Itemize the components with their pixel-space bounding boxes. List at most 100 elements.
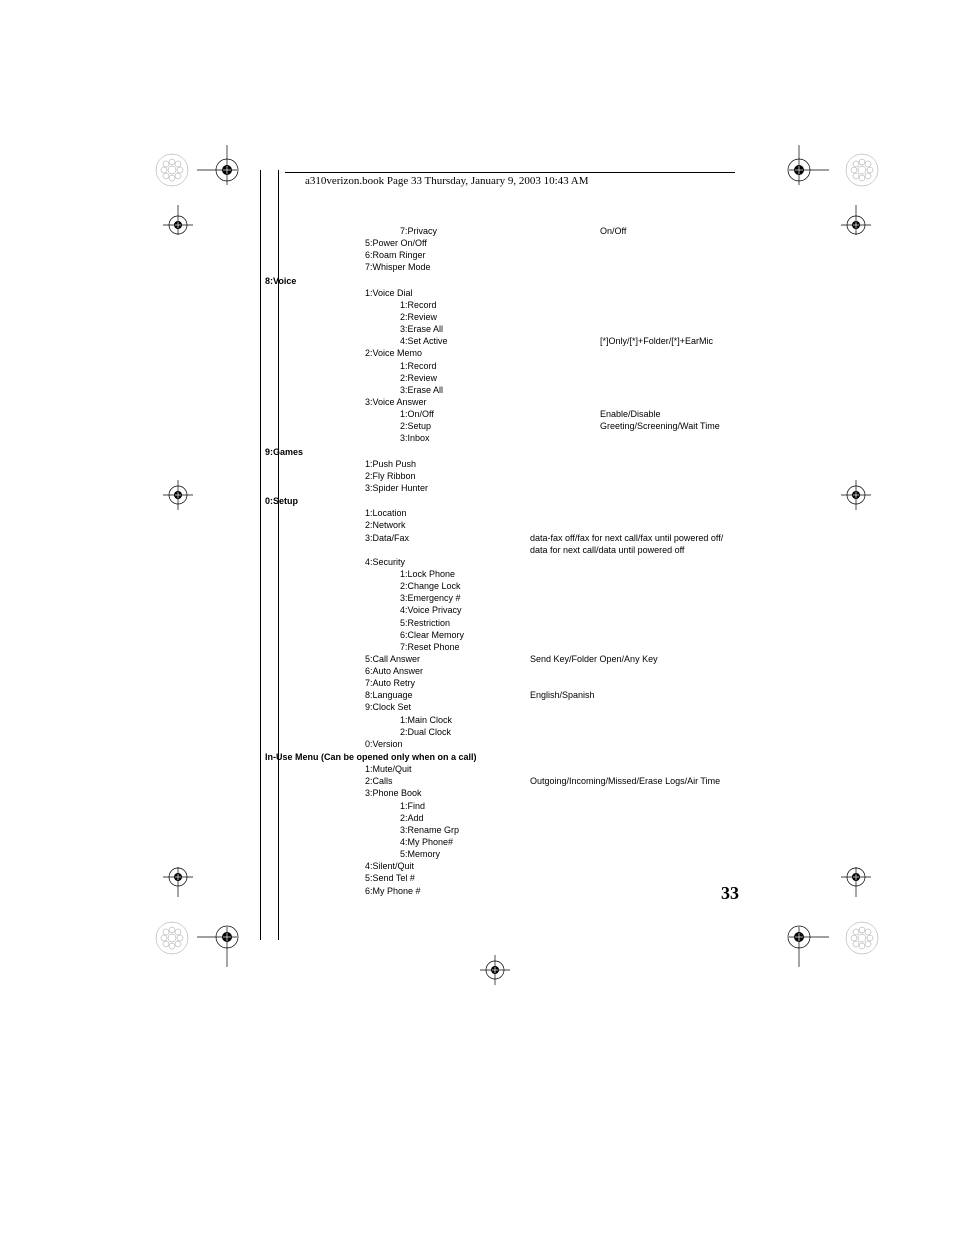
crop-mark-icon: [197, 145, 257, 205]
menu-item-label: 7:Auto Retry: [365, 677, 530, 689]
menu-item-desc-line2: data for next call/data until powered of…: [530, 544, 735, 556]
menu-item-label: 3:Erase All: [400, 384, 600, 396]
menu-item: 0:Version: [365, 738, 735, 750]
menu-item-label: 4:Set Active: [400, 335, 600, 347]
menu-item: 7:PrivacyOn/Off: [400, 225, 735, 237]
menu-item: 1:Location: [365, 507, 735, 519]
menu-item: 9:Clock Set: [365, 701, 735, 713]
menu-item: 2:Add: [400, 812, 735, 824]
menu-item-label: 5:Call Answer: [365, 653, 530, 665]
menu-item-label: 1:Location: [365, 507, 530, 519]
menu-item-label: 3:Inbox: [400, 432, 600, 444]
menu-item: 1:On/OffEnable/Disable: [400, 408, 735, 420]
menu-item: 4:Voice Privacy: [400, 604, 735, 616]
menu-item: 1:Find: [400, 800, 735, 812]
menu-item: 5:Send Tel #: [365, 872, 735, 884]
menu-item-label: 7:Whisper Mode: [365, 261, 530, 273]
crop-mark-icon: [197, 907, 257, 967]
menu-item: 2:Dual Clock: [400, 726, 735, 738]
menu-item-label: 1:Record: [400, 299, 600, 311]
menu-item-label: 1:Main Clock: [400, 714, 600, 726]
menu-item: 3:Emergency #: [400, 592, 735, 604]
menu-item: 4:My Phone#: [400, 836, 735, 848]
menu-item: 4:Security: [365, 556, 735, 568]
crop-mark-icon: [158, 205, 198, 245]
menu-item: 2:Change Lock: [400, 580, 735, 592]
menu-item-label: 2:Network: [365, 519, 530, 531]
page-number: 33: [721, 883, 739, 904]
menu-item: 5:Power On/Off: [365, 237, 735, 249]
menu-item-label: 6:Auto Answer: [365, 665, 530, 677]
crop-mark-icon: [836, 475, 876, 515]
menu-item-label: 5:Restriction: [400, 617, 600, 629]
menu-item: 7:Reset Phone: [400, 641, 735, 653]
menu-item: 5:Call AnswerSend Key/Folder Open/Any Ke…: [365, 653, 735, 665]
menu-item: 6:Clear Memory: [400, 629, 735, 641]
menu-item-label: 4:Silent/Quit: [365, 860, 530, 872]
menu-item-label: 1:Mute/Quit: [365, 763, 530, 775]
menu-item-label: 2:Calls: [365, 775, 530, 787]
menu-item-desc: Send Key/Folder Open/Any Key: [530, 653, 735, 665]
menu-item-label: 8:Language: [365, 689, 530, 701]
menu-item: 3:Voice Answer: [365, 396, 735, 408]
menu-item-label: 3:Voice Answer: [365, 396, 530, 408]
menu-item: 5:Restriction: [400, 617, 735, 629]
menu-item: 1:Record: [400, 299, 735, 311]
menu-item-label: 2:Fly Ribbon: [365, 470, 530, 482]
menu-item: 1:Mute/Quit: [365, 763, 735, 775]
menu-item: 3:Data/Faxdata-fax off/fax for next call…: [365, 532, 735, 544]
menu-item: 1:Lock Phone: [400, 568, 735, 580]
menu-item-label: 7:Privacy: [400, 225, 600, 237]
menu-item-label: 2:Dual Clock: [400, 726, 600, 738]
menu-item-label: 2:Review: [400, 372, 600, 384]
crop-mark-icon: [475, 950, 515, 990]
menu-item-label: 1:Record: [400, 360, 600, 372]
menu-item: 5:Memory: [400, 848, 735, 860]
menu-item: 3:Phone Book: [365, 787, 735, 799]
menu-item: 2:Review: [400, 372, 735, 384]
menu-item: 6:Roam Ringer: [365, 249, 735, 261]
menu-item-label: 6:Roam Ringer: [365, 249, 530, 261]
section-title: 8:Voice: [265, 275, 735, 287]
section-title: 0:Setup: [265, 495, 735, 507]
section-title: 9:Games: [265, 446, 735, 458]
menu-item: 2:Voice Memo: [365, 347, 735, 359]
menu-item-desc: Greeting/Screening/Wait Time: [600, 420, 735, 432]
menu-item-label: 3:Erase All: [400, 323, 600, 335]
menu-item: 2:SetupGreeting/Screening/Wait Time: [400, 420, 735, 432]
menu-item-label: 0:Version: [365, 738, 530, 750]
menu-item: 3:Rename Grp: [400, 824, 735, 836]
menu-item-label: 2:Review: [400, 311, 600, 323]
menu-item: 8:LanguageEnglish/Spanish: [365, 689, 735, 701]
menu-item: 1:Voice Dial: [365, 287, 735, 299]
menu-item-desc: [*]Only/[*]+Folder/[*]+EarMic: [600, 335, 735, 347]
crop-mark-icon: [836, 857, 876, 897]
menu-item-label: 6:Clear Memory: [400, 629, 600, 641]
menu-item-label: 6:My Phone #: [365, 885, 530, 897]
rosette-icon: [154, 920, 190, 956]
menu-item-label: 3:Rename Grp: [400, 824, 600, 836]
menu-item-label: 1:Lock Phone: [400, 568, 600, 580]
crop-mark-icon: [158, 857, 198, 897]
menu-item-label: 3:Emergency #: [400, 592, 600, 604]
menu-item: 2:Fly Ribbon: [365, 470, 735, 482]
menu-item-label: 2:Change Lock: [400, 580, 600, 592]
menu-item: 6:Auto Answer: [365, 665, 735, 677]
menu-item-desc: On/Off: [600, 225, 735, 237]
menu-item: 3:Erase All: [400, 384, 735, 396]
menu-item-label: 2:Add: [400, 812, 600, 824]
menu-item: 2:Network: [365, 519, 735, 531]
menu-item-label: 5:Power On/Off: [365, 237, 530, 249]
crop-mark-icon: [158, 475, 198, 515]
menu-item: 7:Auto Retry: [365, 677, 735, 689]
rosette-icon: [844, 920, 880, 956]
menu-item-label: 1:On/Off: [400, 408, 600, 420]
page-divider-left: [260, 170, 261, 940]
menu-item-desc: Outgoing/Incoming/Missed/Erase Logs/Air …: [530, 775, 735, 787]
rosette-icon: [844, 152, 880, 188]
menu-item-label: 2:Setup: [400, 420, 600, 432]
menu-item: 6:My Phone #: [365, 885, 735, 897]
menu-item-label: 1:Voice Dial: [365, 287, 530, 299]
menu-item-label: 9:Clock Set: [365, 701, 530, 713]
menu-item: 3:Inbox: [400, 432, 735, 444]
